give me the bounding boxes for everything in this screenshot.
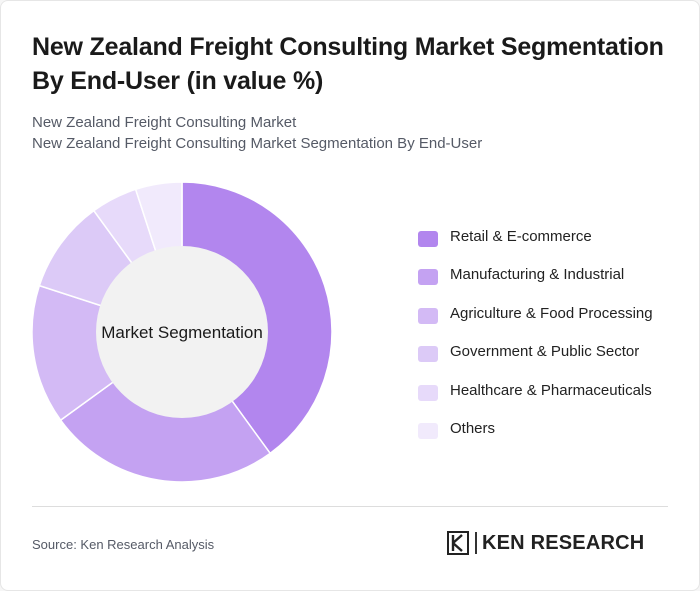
- subtitle-market: New Zealand Freight Consulting Market: [32, 114, 297, 131]
- page-title: New Zealand Freight Consulting Market Se…: [32, 33, 664, 95]
- legend-label: Retail & E-commerce: [450, 228, 592, 245]
- ken-research-logo: KEN RESEARCH: [447, 531, 644, 555]
- legend-label: Healthcare & Pharmaceuticals: [450, 381, 652, 399]
- chart-legend: Retail & E-commerce Manufacturing & Indus…: [418, 226, 653, 456]
- legend-swatch: [418, 307, 438, 324]
- legend-item-manufacturing-industrial: Manufacturing & Industrial: [418, 264, 653, 302]
- legend-label: Others: [450, 419, 496, 437]
- legend-label: Government & Public Sector: [450, 343, 640, 361]
- legend-item-others: Others: [418, 418, 653, 456]
- source-note: Source: Ken Research Analysis: [32, 537, 215, 552]
- legend-item-government-public-sector: Government & Public Sector: [418, 341, 653, 379]
- legend-swatch: [418, 231, 438, 247]
- legend-item-healthcare-pharmaceuticals: Healthcare & Pharmaceuticals: [418, 380, 653, 418]
- legend-item-retail-e-commerce: Retail & E-commerce: [418, 226, 653, 264]
- footer-divider: [32, 506, 668, 507]
- donut-center-label: Market Segmentation: [101, 323, 263, 342]
- ken-research-logo-icon: [447, 531, 469, 555]
- legend-swatch: [418, 384, 438, 401]
- logo-wordmark: KEN RESEARCH: [482, 531, 645, 554]
- legend-swatch: [418, 422, 438, 439]
- legend-swatch: [418, 269, 438, 286]
- subtitle-segmentation: New Zealand Freight Consulting Market Se…: [32, 135, 483, 152]
- logo-separator: [475, 532, 477, 554]
- legend-item-agriculture-food-processing: Agriculture & Food Processing: [418, 303, 653, 341]
- donut-center: [96, 246, 268, 418]
- legend-swatch: [418, 346, 438, 363]
- legend-label: Agriculture & Food Processing: [450, 304, 653, 322]
- legend-label: Manufacturing & Industrial: [450, 266, 625, 284]
